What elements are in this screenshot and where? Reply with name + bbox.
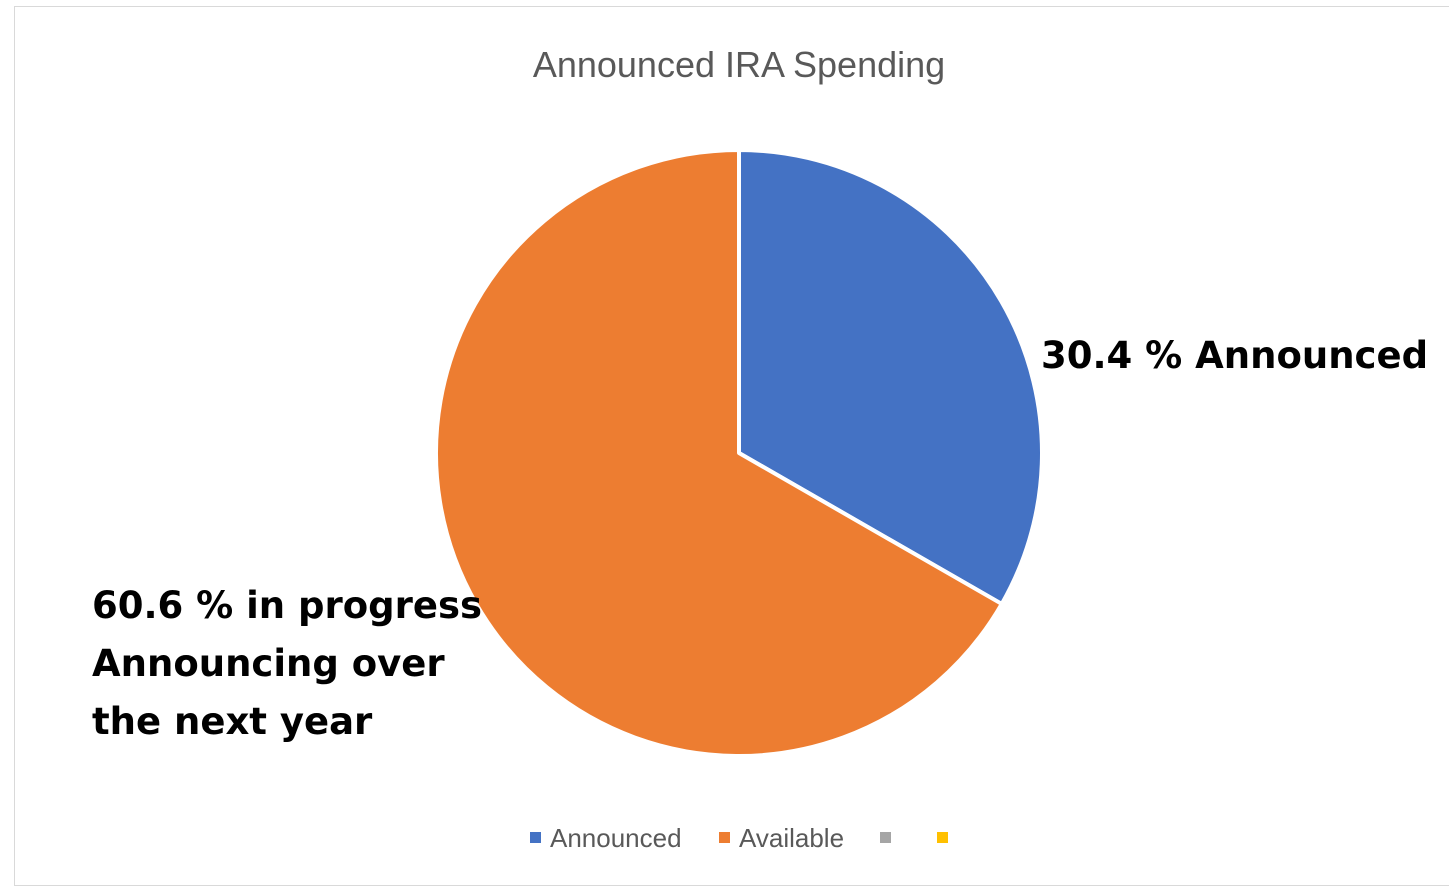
data-label-line: 60.6 % in progress xyxy=(92,584,482,627)
legend-swatch xyxy=(530,832,541,843)
legend-swatch xyxy=(719,832,730,843)
legend-entry-announced: Announced xyxy=(530,823,682,853)
legend-swatch xyxy=(880,832,891,843)
legend: Announced Available xyxy=(530,823,948,853)
legend-label: Available xyxy=(739,823,844,853)
legend-swatch xyxy=(937,832,948,843)
chart-title: Announced IRA Spending xyxy=(533,44,945,85)
legend-entry-unnamed-3 xyxy=(937,832,948,843)
pie-slice-available xyxy=(433,148,1004,758)
data-label-line: 30.4 % Announced xyxy=(1041,334,1428,377)
pie-slices xyxy=(433,148,1044,758)
data-label-line: the next year xyxy=(92,700,373,743)
data-label-available: 60.6 % in progress Announcing over the nex… xyxy=(92,584,482,743)
legend-entry-unnamed-2 xyxy=(880,832,891,843)
pie-slice-announced xyxy=(737,148,1044,606)
legend-entry-available: Available xyxy=(719,823,844,853)
legend-label: Announced xyxy=(550,823,682,853)
data-label-announced: 30.4 % Announced xyxy=(1041,334,1428,377)
data-label-line: Announcing over xyxy=(92,642,445,685)
data-labels: 30.4 % Announced 60.6 % in progress Announ… xyxy=(92,334,1428,743)
